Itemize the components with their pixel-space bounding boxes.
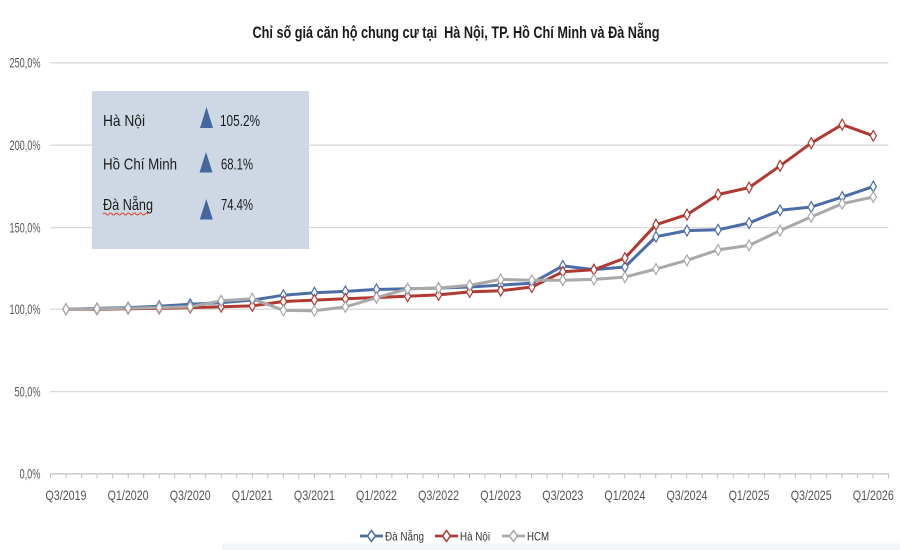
svg-text:Q1/2020: Q1/2020 <box>108 487 149 503</box>
svg-text:Hồ Chí Minh: Hồ Chí Minh <box>103 157 177 174</box>
svg-text:Q1/2026: Q1/2026 <box>853 487 894 503</box>
svg-text:Q1/2025: Q1/2025 <box>729 487 770 503</box>
svg-text:Q3/2023: Q3/2023 <box>542 487 583 503</box>
svg-text:Q3/2021: Q3/2021 <box>294 487 335 503</box>
svg-text:Q1/2023: Q1/2023 <box>480 487 521 503</box>
svg-text:50,0%: 50,0% <box>15 384 41 399</box>
svg-text:105.2%: 105.2% <box>220 113 260 130</box>
svg-text:0,0%: 0,0% <box>20 467 41 482</box>
svg-text:68.1%: 68.1% <box>221 157 253 174</box>
svg-text:Đà Nẵng: Đà Nẵng <box>385 529 424 544</box>
svg-text:Đà Nẵng: Đà Nẵng <box>103 195 153 214</box>
svg-text:HCM: HCM <box>527 530 549 544</box>
svg-text:Q1/2022: Q1/2022 <box>356 487 397 503</box>
svg-text:Q3/2020: Q3/2020 <box>170 487 211 503</box>
svg-text:Q3/2025: Q3/2025 <box>791 487 832 503</box>
svg-text:200,0%: 200,0% <box>10 138 41 153</box>
svg-text:Q3/2019: Q3/2019 <box>46 487 87 503</box>
svg-text:Chỉ số giá căn hộ chung cư tại: Chỉ số giá căn hộ chung cư tại Hà Nội, T… <box>253 22 660 42</box>
svg-text:Q1/2024: Q1/2024 <box>604 487 645 503</box>
svg-text:Hà Nội: Hà Nội <box>460 530 490 544</box>
svg-text:100,0%: 100,0% <box>10 302 41 317</box>
svg-text:250,0%: 250,0% <box>10 56 41 71</box>
svg-text:Hà Nội: Hà Nội <box>103 113 145 130</box>
svg-text:Q3/2022: Q3/2022 <box>418 487 459 503</box>
svg-text:74.4%: 74.4% <box>221 197 253 214</box>
svg-text:Q1/2021: Q1/2021 <box>232 487 273 503</box>
svg-text:150,0%: 150,0% <box>10 220 41 235</box>
svg-text:Q3/2024: Q3/2024 <box>667 487 708 503</box>
